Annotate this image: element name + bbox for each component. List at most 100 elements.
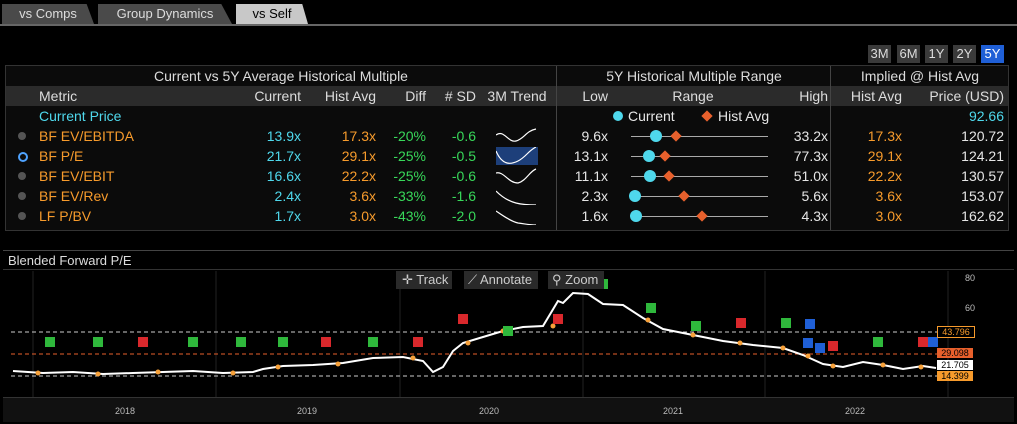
col-diff[interactable]: Diff [405,88,426,104]
current-marker [630,210,643,222]
range-track [631,136,768,137]
col-low[interactable]: Low [582,88,608,104]
high-value: 33.2x [793,128,828,144]
event-marker[interactable] [410,355,416,361]
col-current[interactable]: Current [254,88,301,104]
group-header-range: 5Y Historical Multiple Range [606,68,782,84]
event-flag-icon[interactable] [278,337,288,347]
current-price-value: 92.66 [968,108,1004,124]
range-track [631,176,768,177]
tab-vs-self[interactable]: vs Self [236,4,308,24]
event-flag-icon[interactable] [828,341,838,351]
row-select-radio[interactable] [18,192,26,200]
blended-forward-pe-chart[interactable]: Blended Forward P/E ✛ Track ⟋ Annotate ⚲… [3,250,1014,423]
event-flag-icon[interactable] [918,337,928,347]
trend-sparkline[interactable] [495,207,538,226]
event-flag-icon[interactable] [873,337,883,347]
event-flag-icon[interactable] [928,337,938,347]
event-marker[interactable] [230,370,236,376]
current-marker [642,150,655,162]
tab-group-dynamics[interactable]: Group Dynamics [98,4,232,24]
col-metric[interactable]: Metric [39,88,78,104]
current-value: 1.7x [274,208,301,224]
event-flag-icon[interactable] [815,343,825,353]
y-tick-60: 60 [965,303,976,313]
event-flag-icon[interactable] [458,314,468,324]
metric-name[interactable]: LF P/BV [39,208,92,224]
event-flag-icon[interactable] [803,338,813,348]
col-sd[interactable]: # SD [444,88,476,104]
pe-series-line [12,291,937,376]
metric-name[interactable]: BF EV/Rev [39,188,109,204]
sd-value: -2.0 [451,208,476,224]
trend-sparkline[interactable] [495,167,538,185]
metric-name[interactable]: BF EV/EBITDA [39,128,134,144]
event-flag-icon[interactable] [188,337,198,347]
pe-line-chart[interactable] [3,271,1014,397]
event-marker[interactable] [335,361,341,367]
event-marker[interactable] [95,371,101,377]
col-high[interactable]: High [799,88,828,104]
event-flag-icon[interactable] [321,337,331,347]
event-flag-icon[interactable] [781,318,791,328]
event-marker[interactable] [645,317,651,323]
event-marker[interactable] [880,362,886,368]
event-marker[interactable] [737,340,743,346]
range-2y-button[interactable]: 2Y [953,45,976,63]
event-marker[interactable] [830,363,836,369]
event-flag-icon[interactable] [503,326,513,336]
event-flag-icon[interactable] [413,337,423,347]
event-flag-icon[interactable] [646,303,656,313]
event-marker[interactable] [465,340,471,346]
magnifier-icon: ⚲ [552,272,562,287]
event-flag-icon[interactable] [736,318,746,328]
event-marker[interactable] [35,370,41,376]
event-marker[interactable] [918,364,924,370]
hist-avg-value: 3.6x [349,188,376,204]
event-marker[interactable] [690,332,696,338]
event-marker[interactable] [805,353,811,359]
event-flag-icon[interactable] [368,337,378,347]
trend-sparkline[interactable] [495,127,538,145]
zoom-tool-button[interactable]: ⚲ Zoom [548,271,604,289]
col-price[interactable]: Price (USD) [929,88,1004,104]
event-marker[interactable] [550,323,556,329]
metric-name[interactable]: BF P/E [39,148,84,164]
row-select-radio[interactable] [18,132,26,140]
col-implied-avg[interactable]: Hist Avg [850,88,902,104]
event-flag-icon[interactable] [236,337,246,347]
event-flag-icon[interactable] [691,321,701,331]
range-6m-button[interactable]: 6M [897,45,920,63]
trend-sparkline[interactable] [495,187,538,206]
event-marker[interactable] [275,364,281,370]
annotate-tool-button[interactable]: ⟋ Annotate [464,271,538,289]
range-1y-button[interactable]: 1Y [925,45,948,63]
col-trend[interactable]: 3M Trend [487,88,547,104]
col-range[interactable]: Range [672,88,714,104]
tab-vs-comps[interactable]: vs Comps [2,4,94,24]
event-flag-icon[interactable] [138,337,148,347]
range-5y-button[interactable]: 5Y [981,45,1004,63]
event-flag-icon[interactable] [45,337,55,347]
low-value: 9.6x [581,128,608,144]
year-label: 2021 [663,406,684,416]
sd-value: -1.6 [451,188,476,204]
track-tool-button[interactable]: ✛ Track [396,271,452,289]
event-flag-icon[interactable] [805,319,815,329]
row-select-radio[interactable] [18,172,26,180]
event-flag-icon[interactable] [553,314,563,324]
hist-avg-value: 17.3x [341,128,376,144]
row-select-radio[interactable] [18,152,28,162]
event-marker[interactable] [780,345,786,351]
group-header-current-vs-avg: Current vs 5Y Average Historical Multipl… [154,68,408,84]
range-3m-button[interactable]: 3M [868,45,891,63]
col-hist-avg[interactable]: Hist Avg [324,88,376,104]
high-value: 51.0x [793,168,828,184]
row-select-radio[interactable] [18,212,26,220]
trend-sparkline[interactable] [495,146,538,165]
hist-avg-marker [696,210,708,222]
event-marker[interactable] [155,369,161,375]
event-flag-icon[interactable] [93,337,103,347]
metric-name[interactable]: BF EV/EBIT [39,168,115,184]
diff-value: -25% [393,148,426,164]
